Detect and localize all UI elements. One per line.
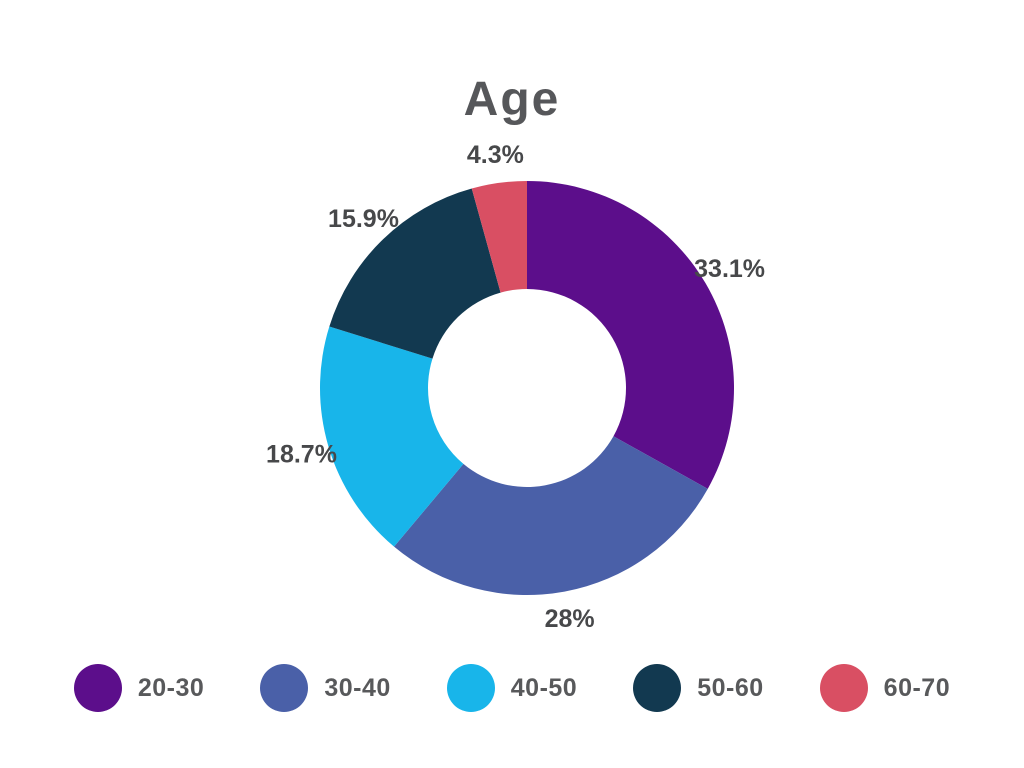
legend-label: 50-60 — [697, 673, 764, 702]
slice-value-label-30-40: 28% — [545, 605, 595, 633]
legend-item-60-70: 60-70 — [819, 664, 951, 712]
legend-label: 40-50 — [510, 673, 578, 702]
chart-legend: 20-30 30-40 40-50 50-60 60-70 — [0, 664, 1024, 712]
donut-slice-30-40 — [394, 436, 708, 596]
legend-item-30-40: 30-40 — [260, 664, 390, 712]
legend-item-20-30: 20-30 — [73, 664, 205, 712]
legend-swatch-icon — [819, 664, 868, 712]
legend-item-50-60: 50-60 — [633, 664, 763, 712]
legend-label: 30-40 — [324, 673, 391, 702]
legend-label: 20-30 — [137, 673, 205, 702]
chart-title: Age — [463, 73, 561, 126]
legend-swatch-icon — [633, 664, 682, 712]
legend-swatch-icon — [260, 664, 309, 712]
donut-slice-40-50 — [319, 326, 464, 547]
donut-slice-60-70 — [471, 181, 527, 293]
donut-slice-50-60 — [329, 188, 501, 359]
slice-value-label-60-70: 4.3% — [467, 141, 524, 169]
legend-swatch-icon — [73, 664, 122, 712]
donut-slice-20-30 — [527, 181, 735, 489]
slice-value-label-40-50: 18.7% — [266, 440, 337, 468]
legend-label: 60-70 — [883, 673, 951, 702]
slice-value-label-50-60: 15.9% — [328, 205, 399, 233]
slice-value-label-20-30: 33.1% — [694, 255, 765, 283]
legend-swatch-icon — [446, 664, 495, 712]
legend-item-40-50: 40-50 — [446, 664, 578, 712]
